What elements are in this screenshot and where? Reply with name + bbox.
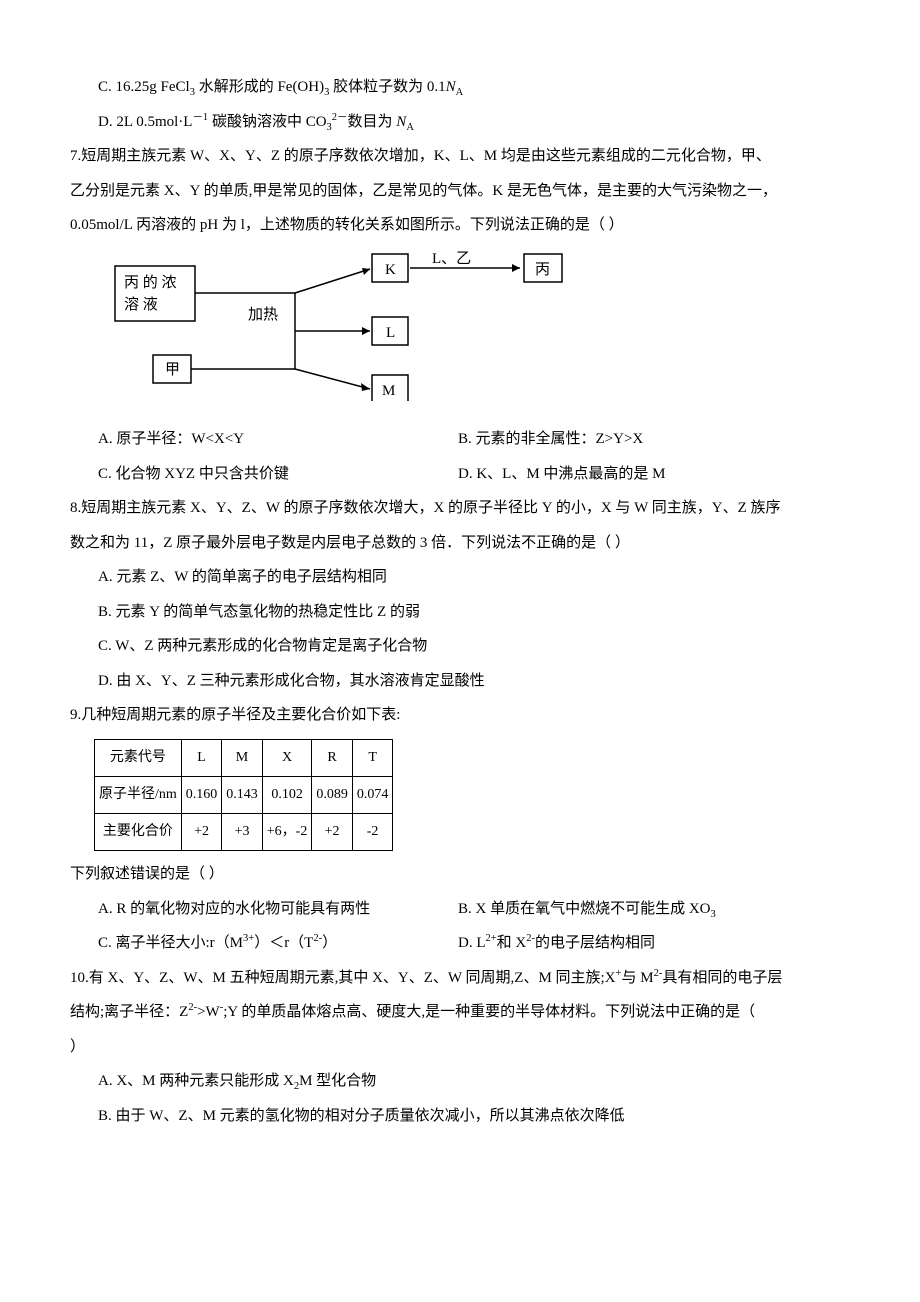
q8-option-d: D. 由 X、Y、Z 三种元素形成化合物，其水溶液肯定显酸性: [70, 664, 850, 699]
q10-option-b: B. 由于 W、Z、M 元素的氢化物的相对分子质量依次减小，所以其沸点依次降低: [70, 1099, 850, 1134]
q9-options-row1: A. R 的氧化物对应的水化物可能具有两性 B. X 单质在氧气中燃烧不可能生成…: [70, 892, 850, 927]
q9-post: 下列叙述错误的是（ ）: [70, 857, 850, 892]
q7-options-row1: A. 原子半径：W<X<Y B. 元素的非全属性：Z>Y>X: [70, 422, 850, 457]
table-row: 主要化合价 +2 +3 +6，-2 +2 -2: [95, 813, 393, 850]
q9-option-b: B. X 单质在氧气中燃烧不可能生成 XO3: [458, 892, 850, 927]
svg-text:丙: 丙: [535, 262, 550, 278]
q7-option-b: B. 元素的非全属性：Z>Y>X: [458, 422, 850, 457]
svg-text:K: K: [385, 262, 396, 278]
q9-option-d: D. L2+和 X2-的电子层结构相同: [458, 926, 850, 961]
q7-stem: 7.短周期主族元素 W、X、Y、Z 的原子序数依次增加，K、L、M 均是由这些元…: [70, 139, 850, 243]
q9-stem: 9.几种短周期元素的原子半径及主要化合价如下表:: [70, 698, 850, 733]
svg-text:丙 的 浓: 丙 的 浓: [124, 274, 177, 291]
table-row: 元素代号 L M X R T: [95, 739, 393, 776]
q10-option-a: A. X、M 两种元素只能形成 X2M 型化合物: [70, 1064, 850, 1099]
svg-text:甲: 甲: [165, 362, 180, 378]
q9-options-row2: C. 离子半径大小:r（M3+）＜r（T2-） D. L2+和 X2-的电子层结…: [70, 926, 850, 961]
q6-option-c: C. 16.25g FeCl3 水解形成的 Fe(OH)3 胶体粒子数为 0.1…: [70, 70, 850, 105]
q7-option-d: D. K、L、M 中沸点最高的是 M: [458, 457, 850, 492]
svg-text:L: L: [386, 325, 395, 341]
q7-option-a: A. 原子半径：W<X<Y: [98, 422, 458, 457]
table-row: 原子半径/nm 0.160 0.143 0.102 0.089 0.074: [95, 776, 393, 813]
svg-text:L、乙: L、乙: [432, 251, 471, 267]
q8-option-b: B. 元素 Y 的简单气态氢化物的热稳定性比 Z 的弱: [70, 595, 850, 630]
q8-option-c: C. W、Z 两种元素形成的化合物肯定是离子化合物: [70, 629, 850, 664]
q9-option-a: A. R 的氧化物对应的水化物可能具有两性: [98, 892, 458, 927]
svg-text:M: M: [382, 383, 395, 399]
q9-option-c: C. 离子半径大小:r（M3+）＜r（T2-）: [98, 926, 458, 961]
q8-stem: 8.短周期主族元素 X、Y、Z、W 的原子序数依次增大，X 的原子半径比 Y 的…: [70, 491, 850, 560]
svg-text:加热: 加热: [248, 306, 278, 323]
q6-option-d: D. 2L 0.5mol·L－1 碳酸钠溶液中 CO32－数目为 NA: [70, 105, 850, 140]
q7-diagram: 丙 的 浓 溶 液 甲 加热 K L M L、乙 丙: [110, 251, 850, 415]
q8-option-a: A. 元素 Z、W 的简单离子的电子层结构相同: [70, 560, 850, 595]
q10-stem: 10.有 X、Y、Z、W、M 五种短周期元素,其中 X、Y、Z、W 同周期,Z、…: [70, 961, 850, 1065]
q7-option-c: C. 化合物 XYZ 中只含共价键: [98, 457, 458, 492]
q9-table: 元素代号 L M X R T 原子半径/nm 0.160 0.143 0.102…: [94, 739, 393, 852]
svg-text:溶 液: 溶 液: [124, 296, 158, 313]
q7-options-row2: C. 化合物 XYZ 中只含共价键 D. K、L、M 中沸点最高的是 M: [70, 457, 850, 492]
